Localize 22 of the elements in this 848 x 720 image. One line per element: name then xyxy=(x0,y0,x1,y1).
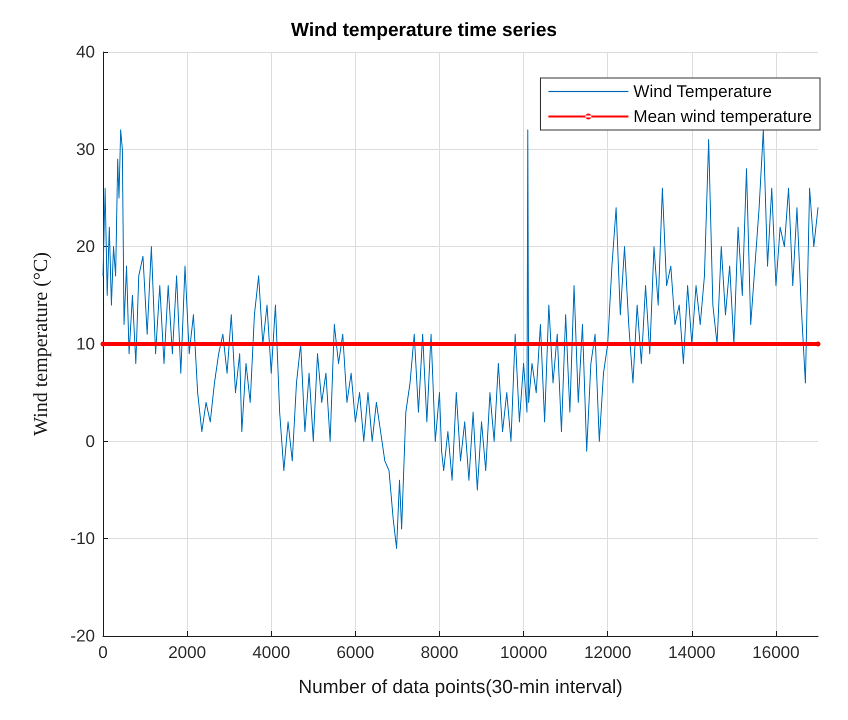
y-tick-label: 0 xyxy=(86,432,95,451)
line-series xyxy=(102,129,818,549)
legend-label: Wind Temperature xyxy=(633,82,772,101)
x-axis-title: Number of data points(30-min interval) xyxy=(298,677,623,698)
x-tick-label: 8000 xyxy=(420,643,458,662)
x-tick-label: 14000 xyxy=(668,643,716,662)
y-tick-label: -10 xyxy=(70,529,95,548)
y-tick-label: -20 xyxy=(70,626,95,646)
y-tick-label: 40 xyxy=(76,42,95,62)
y-axis-title: Wind temperature (°C) xyxy=(30,252,52,436)
y-tick-label: 10 xyxy=(76,334,95,354)
x-tick-label: 6000 xyxy=(336,643,374,662)
x-tick-label: 0 xyxy=(98,643,108,662)
legend-label: Mean wind temperature xyxy=(633,107,812,126)
x-tick-label: 16000 xyxy=(752,643,800,662)
x-tick-label: 12000 xyxy=(584,643,632,662)
x-tick-label: 4000 xyxy=(252,643,290,662)
y-tick-label: 20 xyxy=(76,237,95,256)
x-tick-label: 10000 xyxy=(500,643,548,662)
x-tick-label: 2000 xyxy=(168,643,206,662)
chart-title: Wind temperature time series xyxy=(291,20,557,41)
y-tick-label: 30 xyxy=(76,140,95,159)
